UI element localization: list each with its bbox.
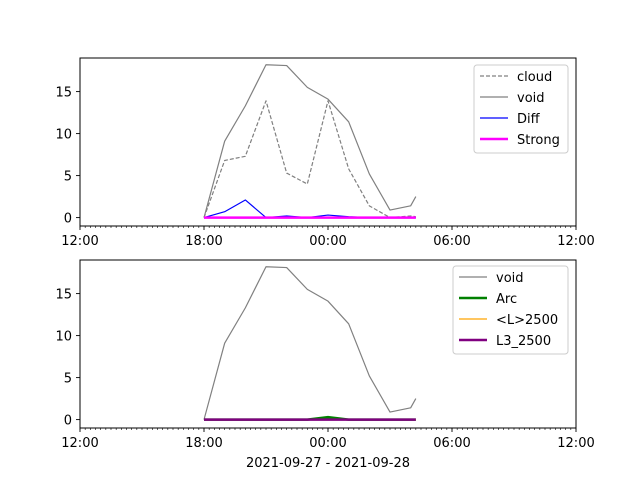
x-tick-label: 12:00 — [61, 234, 98, 249]
x-tick-label: 00:00 — [309, 436, 346, 451]
legend-label: void — [517, 91, 545, 106]
x-tick-label: 00:00 — [309, 234, 346, 249]
legend-box — [452, 265, 569, 355]
chart-2: 12:00 18:00 00:00 06:00 12:00 0 5 10 15 void Arc <L… — [55, 259, 595, 471]
y-tick-label: 15 — [55, 86, 72, 101]
x-tick-label: 12:00 — [557, 234, 594, 249]
legend-label: L3_2500 — [496, 334, 551, 349]
series-line-diff — [203, 199, 416, 219]
legend-label: <L>2500 — [496, 313, 558, 328]
x-tick-label: 12:00 — [61, 436, 98, 451]
y-tick-label: 10 — [55, 330, 72, 345]
legend-label: Strong — [517, 133, 560, 148]
chart-1: 12:00 18:00 00:00 06:00 12:00 0 5 10 15 cloud void… — [55, 57, 595, 249]
y-tick-label: 0 — [64, 212, 72, 227]
x-axis-label: 2021-09-27 - 2021-09-28 — [246, 456, 410, 471]
x-tick-label: 06:00 — [433, 436, 470, 451]
legend: void Arc <L>2500 L3_2500 — [452, 265, 569, 355]
y-tick-label: 15 — [55, 288, 72, 303]
y-tick-label: 10 — [55, 128, 72, 143]
x-tick-label: 12:00 — [557, 436, 594, 451]
legend-label: Diff — [517, 112, 541, 127]
legend: cloud void Diff Strong — [473, 64, 569, 154]
x-tick-label: 18:00 — [185, 234, 222, 249]
x-tick-label: 06:00 — [433, 234, 470, 249]
x-tick-label: 18:00 — [185, 436, 222, 451]
y-tick-label: 0 — [64, 414, 72, 429]
legend-label: void — [496, 271, 524, 286]
y-tick-label: 5 — [64, 372, 72, 387]
series-line-void — [203, 266, 417, 420]
legend-label: cloud — [517, 70, 552, 85]
legend-box — [473, 64, 569, 154]
series-line-void — [203, 64, 417, 218]
legend-label: Arc — [496, 292, 517, 307]
y-tick-label: 5 — [64, 170, 72, 185]
